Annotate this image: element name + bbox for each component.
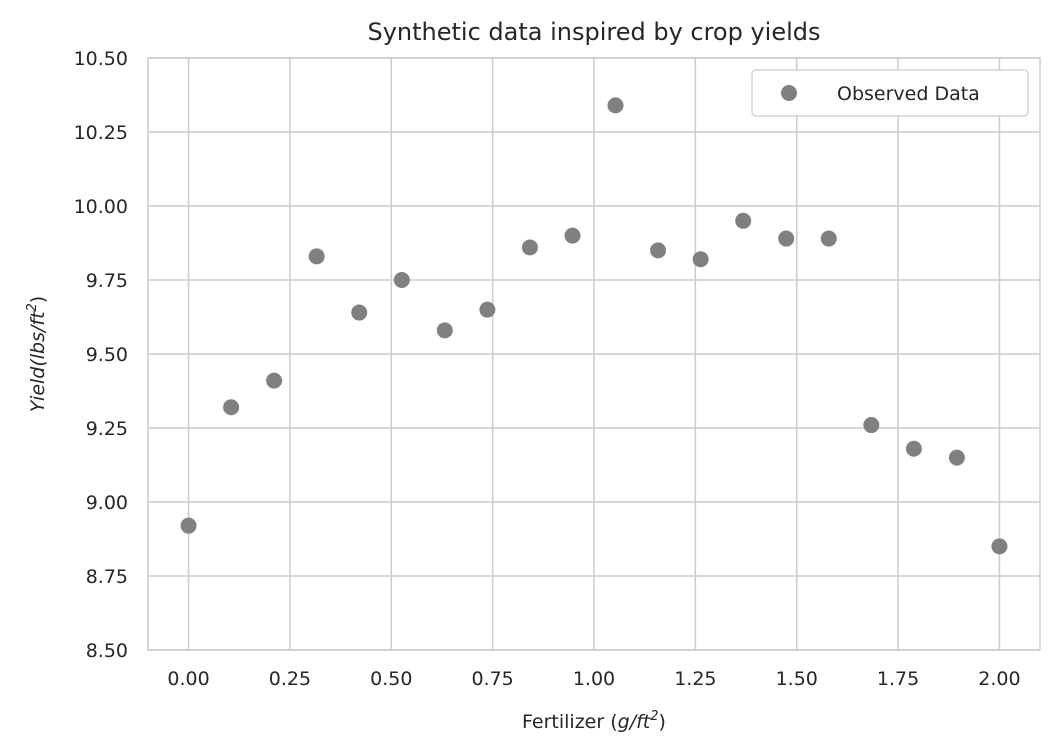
plot-frame [147,57,1041,651]
y-tick-label: 10.50 [74,48,128,70]
data-point [223,399,240,416]
data-point [735,212,752,229]
y-tick-label: 10.00 [74,196,128,218]
data-point [607,97,624,114]
x-tick-label: 1.25 [674,668,716,690]
x-tick-label: 0.25 [269,668,311,690]
data-point [820,230,837,247]
y-tick-label: 9.75 [86,270,128,292]
data-point [266,372,283,389]
data-points [180,97,1008,555]
x-tick-label: 0.00 [167,668,209,690]
data-point [393,272,410,288]
legend: Observed Data [751,69,1029,117]
data-point [436,322,453,339]
data-point [692,251,709,268]
y-tick-label: 9.25 [86,418,128,440]
data-point [778,230,795,247]
data-point [351,304,368,321]
data-point [650,242,667,259]
data-point [863,417,880,434]
x-tick-label: 1.00 [573,668,615,690]
legend-box [751,69,1029,117]
y-tick-label: 8.50 [86,640,128,662]
data-point [180,517,197,534]
x-tick-label: 0.50 [370,668,412,690]
y-tick-label: 9.50 [86,344,128,366]
x-tick-label: 1.50 [776,668,818,690]
data-point [479,301,496,318]
legend-label: Observed Data [837,83,980,105]
data-point [948,449,965,466]
data-point [905,440,922,457]
data-point [521,239,538,256]
data-point [991,538,1008,555]
data-point [564,227,581,244]
x-tick-label: 0.75 [471,668,513,690]
x-tick-label: 1.75 [877,668,919,690]
y-tick-label: 9.00 [86,492,128,514]
chart-title: Synthetic data inspired by crop yields [367,18,820,46]
y-axis-label: Yield(lbs/ft2) [25,296,49,412]
x-tick-label: 2.00 [978,668,1020,690]
y-tick-label: 8.75 [86,566,128,588]
y-tick-labels: 8.50 8.75 9.00 9.25 9.50 9.75 10.00 10.25 10.50 [74,48,128,662]
x-tick-labels: 0.00 0.25 0.50 0.75 1.00 1.25 1.50 1.75 2.00 [167,668,1020,690]
y-tick-label: 10.25 [74,122,128,144]
x-axis-label: Fertilizer (g/ft2) [522,709,666,733]
data-point [308,248,325,265]
legend-marker [781,85,797,101]
